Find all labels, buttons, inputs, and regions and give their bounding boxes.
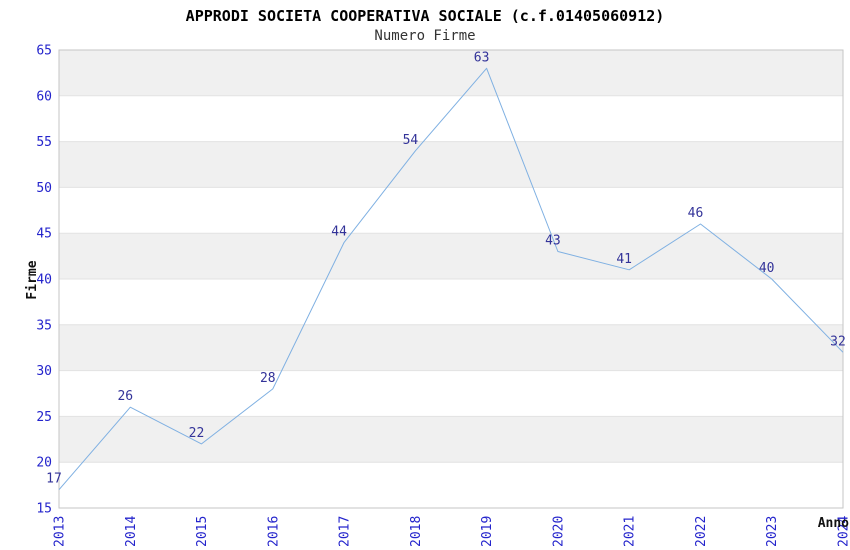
y-tick-label: 20 bbox=[36, 456, 52, 471]
x-tick-label: 2015 bbox=[195, 516, 210, 547]
value-label: 32 bbox=[830, 334, 846, 349]
y-tick-label: 35 bbox=[36, 318, 52, 333]
value-label: 44 bbox=[331, 224, 347, 239]
x-tick-label: 2022 bbox=[694, 516, 709, 547]
chart-subtitle: Numero Firme bbox=[374, 28, 476, 44]
plot-band bbox=[59, 370, 843, 417]
plot-band bbox=[59, 50, 843, 96]
x-tick-label: 2013 bbox=[53, 516, 68, 547]
y-tick-label: 65 bbox=[36, 44, 52, 59]
y-tick-label: 15 bbox=[36, 502, 52, 517]
x-tick-label: 2014 bbox=[124, 516, 139, 547]
plot-band bbox=[59, 462, 843, 508]
x-tick-label: 2016 bbox=[266, 516, 281, 547]
plot-band bbox=[59, 416, 843, 463]
value-label: 22 bbox=[189, 426, 205, 441]
x-axis-title: Anno bbox=[818, 516, 849, 531]
plot-band bbox=[59, 279, 843, 325]
value-label: 54 bbox=[403, 133, 419, 148]
value-label: 26 bbox=[117, 389, 133, 404]
plot-band bbox=[59, 95, 843, 142]
value-label: 40 bbox=[759, 261, 775, 276]
x-tick-label: 2023 bbox=[765, 516, 780, 547]
chart-title: APPRODI SOCIETA COOPERATIVA SOCIALE (c.f… bbox=[185, 7, 665, 25]
y-tick-label: 50 bbox=[36, 181, 52, 196]
x-tick-label: 2017 bbox=[338, 516, 353, 547]
plot-band bbox=[59, 141, 843, 188]
y-tick-label: 55 bbox=[36, 135, 52, 150]
plot-border bbox=[58, 49, 844, 509]
value-label: 43 bbox=[545, 234, 561, 249]
y-axis-title: Firme bbox=[25, 260, 40, 299]
plot-band bbox=[59, 233, 843, 279]
y-tick-label: 25 bbox=[36, 410, 52, 425]
x-tick-label: 2021 bbox=[623, 516, 638, 547]
x-tick-label: 2019 bbox=[480, 516, 495, 547]
plot-band bbox=[59, 187, 843, 234]
x-tick-label: 2024 bbox=[837, 516, 850, 547]
value-label: 41 bbox=[616, 252, 632, 267]
value-label: 63 bbox=[474, 50, 490, 65]
data-series-line bbox=[58, 67, 844, 491]
y-tick-label: 45 bbox=[36, 227, 52, 242]
y-tick-label: 30 bbox=[36, 364, 52, 379]
value-label: 17 bbox=[46, 472, 62, 487]
y-tick-label: 40 bbox=[36, 273, 52, 288]
x-tick-label: 2018 bbox=[409, 516, 424, 547]
y-tick-label: 60 bbox=[36, 89, 52, 104]
value-label: 46 bbox=[688, 206, 704, 221]
value-label: 28 bbox=[260, 371, 276, 386]
plot-band bbox=[59, 324, 843, 371]
x-tick-label: 2020 bbox=[551, 516, 566, 547]
